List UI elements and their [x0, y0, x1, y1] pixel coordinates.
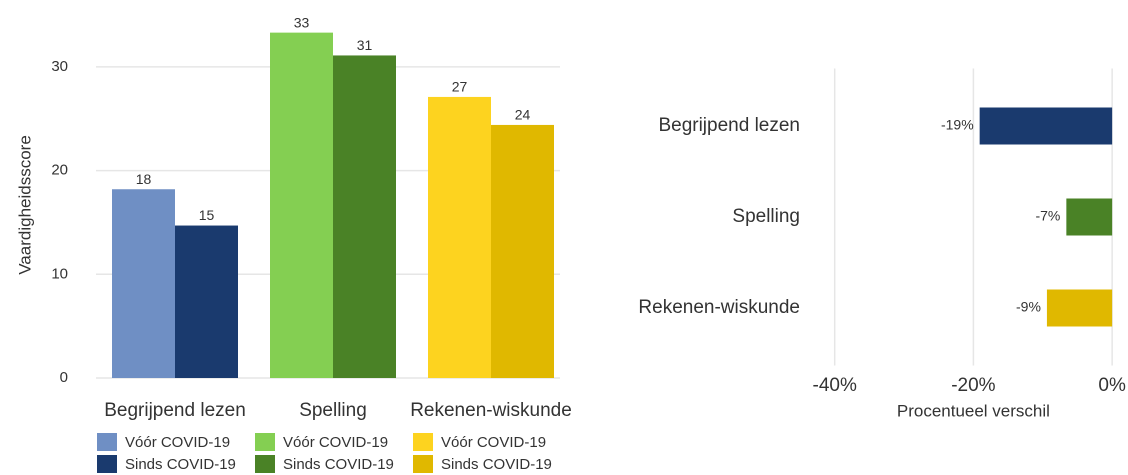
bar [175, 225, 238, 378]
legend-label: Sinds COVID-19 [441, 456, 552, 473]
bar [270, 32, 333, 378]
value-label: 24 [515, 107, 531, 123]
x-tick-label: Rekenen-wiskunde [410, 400, 572, 421]
y-tick-label: Spelling [732, 206, 800, 227]
legend-swatch [97, 455, 117, 473]
value-label: 31 [357, 37, 373, 53]
y-tick-label: Begrijpend lezen [658, 115, 800, 136]
value-label: 33 [294, 14, 310, 30]
bar [979, 107, 1113, 145]
y-tick-label: 10 [51, 265, 68, 282]
legend-swatch [255, 455, 275, 473]
y-tick-label: 0 [60, 369, 68, 386]
bar [1046, 289, 1113, 327]
y-tick-label: Rekenen-wiskunde [638, 297, 800, 318]
legend-swatch [413, 455, 433, 473]
legend-swatch [413, 433, 433, 451]
legend-label: Sinds COVID-19 [125, 456, 236, 473]
legend-swatch [97, 433, 117, 451]
value-label: -19% [941, 117, 974, 133]
legend-label: Vóór COVID-19 [441, 434, 546, 451]
value-label: -9% [1016, 299, 1041, 315]
x-tick-label: -40% [813, 375, 857, 396]
legend-label: Vóór COVID-19 [125, 434, 230, 451]
bar [491, 124, 554, 379]
value-label: 15 [199, 207, 215, 223]
x-axis-label: Procentueel verschil [897, 401, 1050, 420]
bar [1066, 198, 1113, 236]
legend-label: Sinds COVID-19 [283, 456, 394, 473]
x-tick-label: 0% [1098, 375, 1126, 396]
y-axis-label: Vaardigheidsscore [15, 135, 34, 275]
bar [428, 96, 491, 378]
y-tick-label: 30 [51, 58, 68, 75]
value-label: 18 [136, 171, 152, 187]
value-label: 27 [452, 79, 468, 95]
legend-label: Vóór COVID-19 [283, 434, 388, 451]
x-tick-label: -20% [951, 375, 995, 396]
y-tick-label: 20 [51, 162, 68, 179]
value-label: -7% [1035, 208, 1060, 224]
bar [333, 55, 396, 378]
x-tick-label: Spelling [299, 400, 367, 421]
bar [112, 189, 175, 378]
x-tick-label: Begrijpend lezen [104, 400, 246, 421]
legend-swatch [255, 433, 275, 451]
